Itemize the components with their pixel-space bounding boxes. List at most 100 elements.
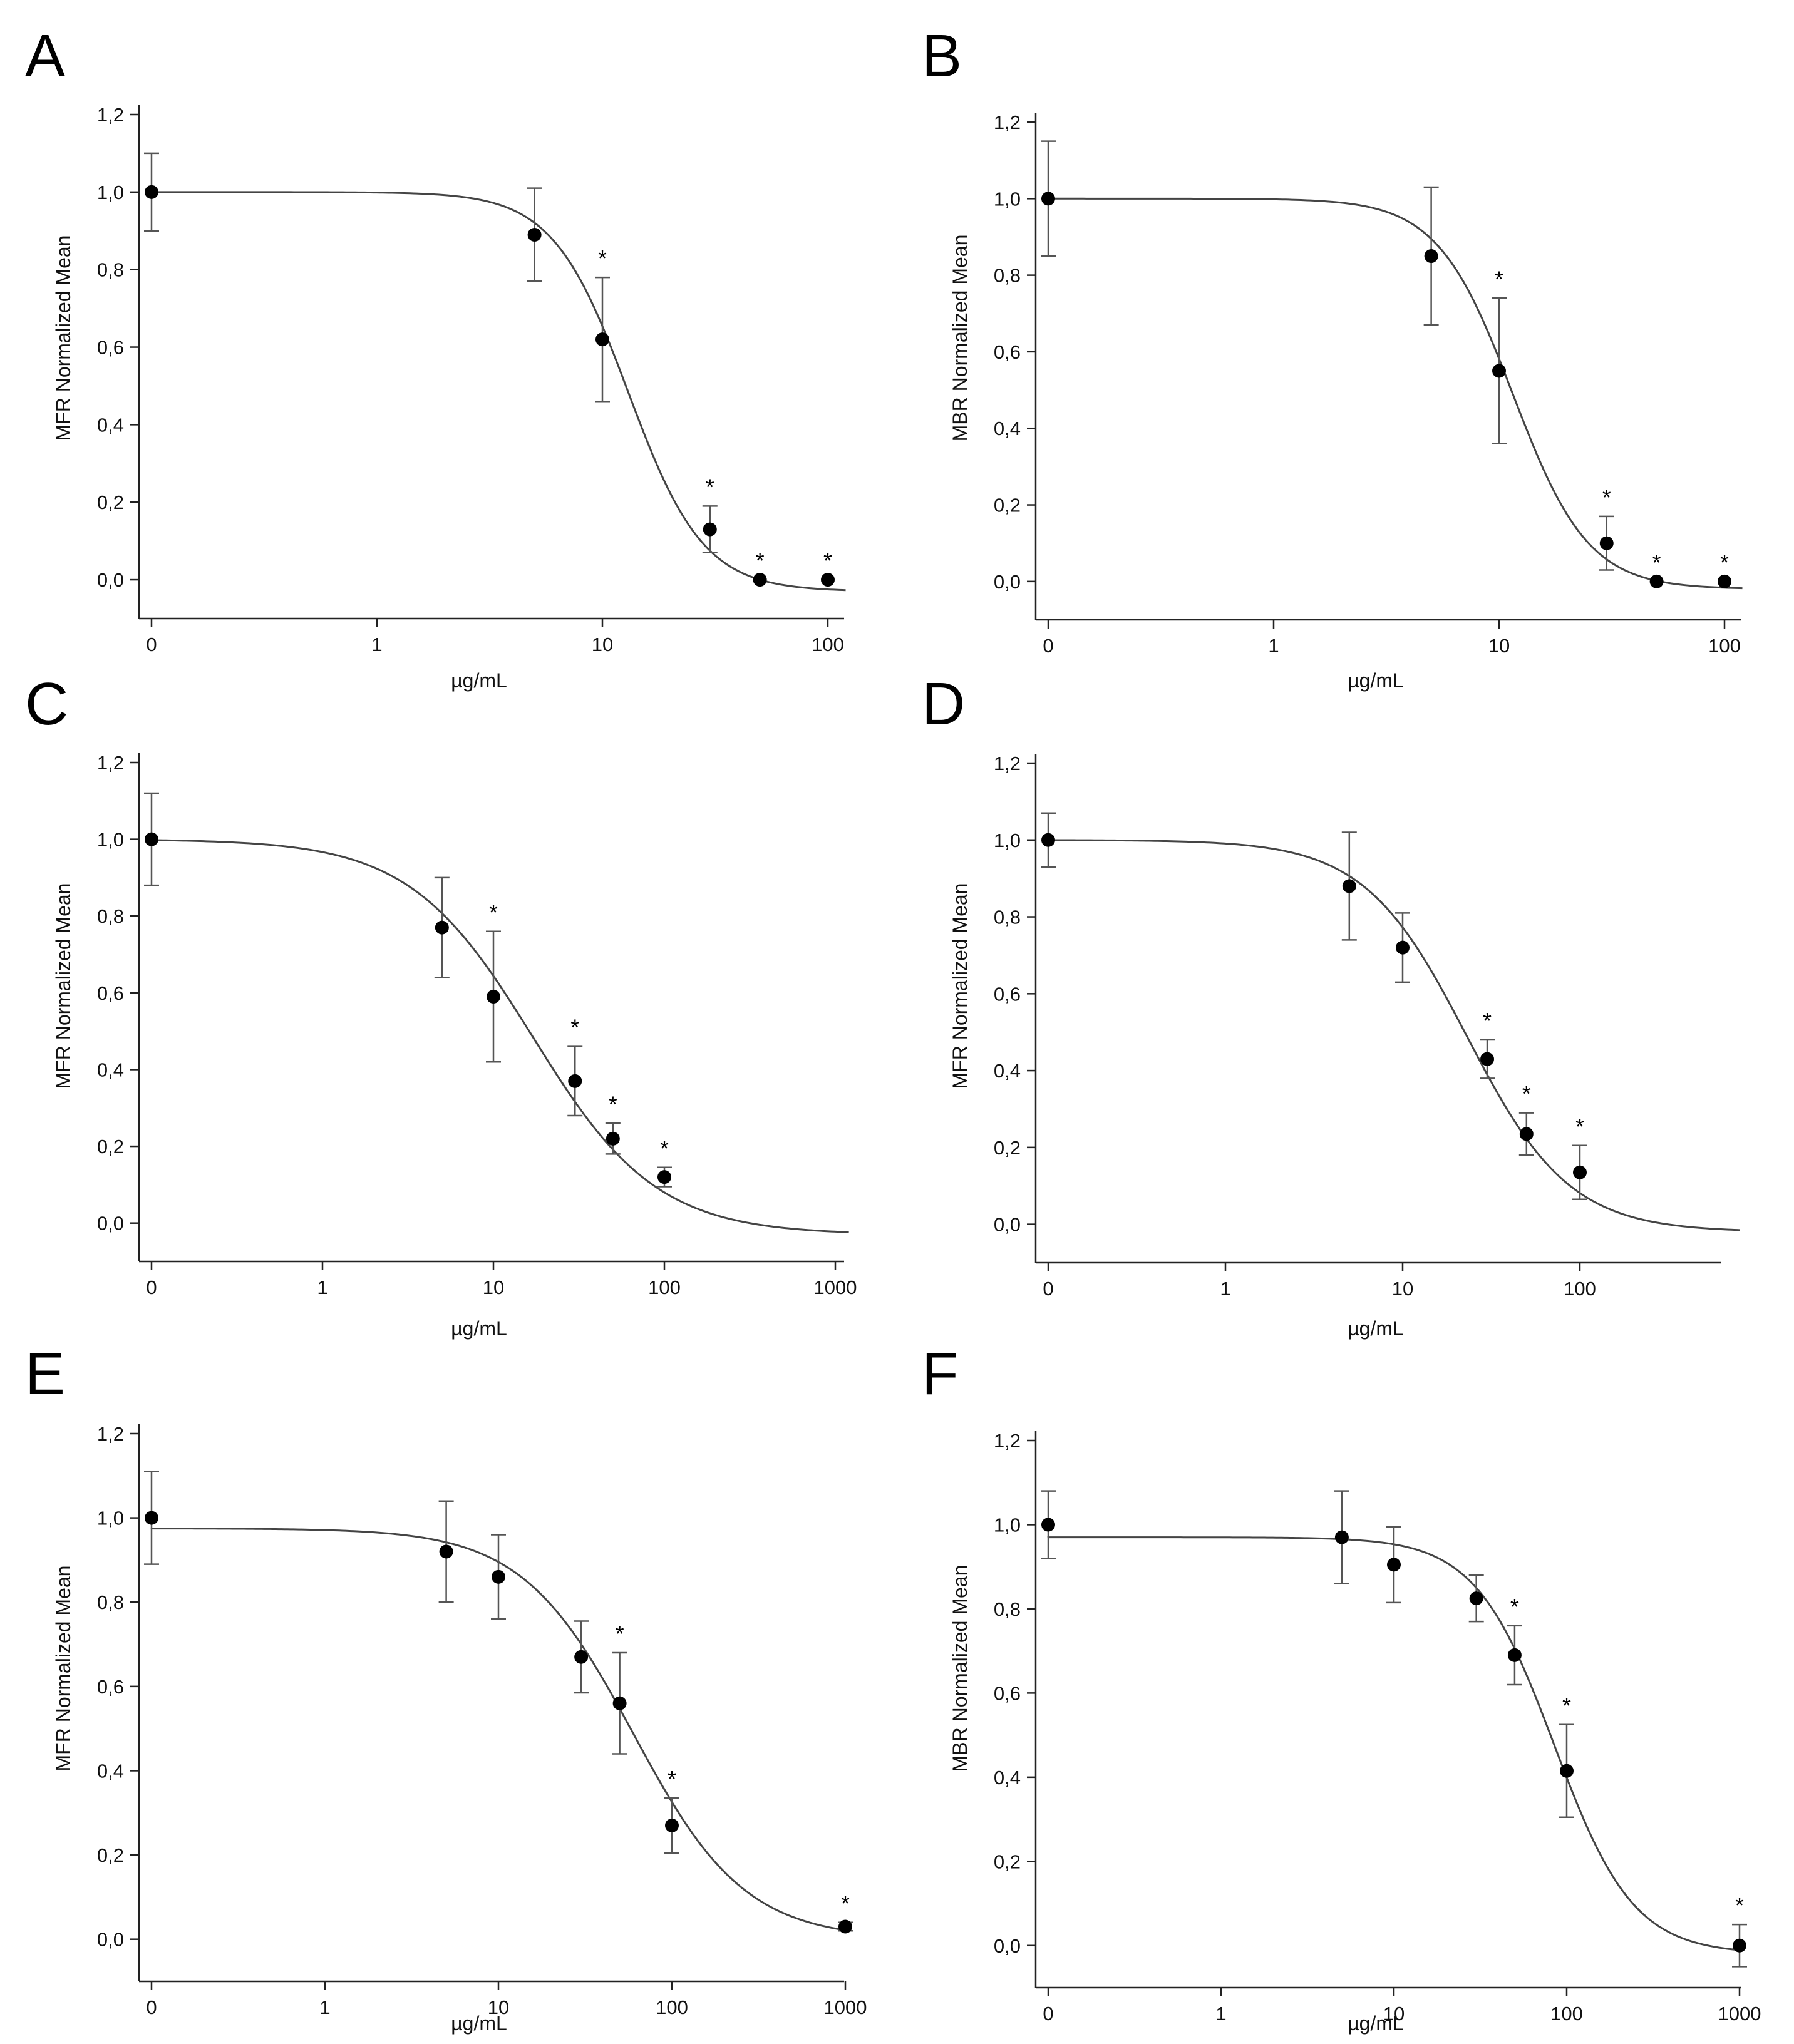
y-tick-label: 0,8 bbox=[97, 259, 124, 281]
y-tick-label: 0,8 bbox=[994, 265, 1021, 287]
data-point bbox=[487, 989, 500, 1004]
y-tick-label: 1,2 bbox=[994, 111, 1021, 133]
data-point bbox=[1560, 1764, 1574, 1778]
fit-curve bbox=[1047, 1536, 1740, 1951]
data-point bbox=[435, 920, 449, 935]
y-tick-label: 0,2 bbox=[994, 1137, 1021, 1159]
y-tick-label: 1,2 bbox=[97, 752, 124, 774]
significance-star: * bbox=[823, 548, 832, 573]
significance-star: * bbox=[1562, 1693, 1571, 1718]
data-point bbox=[492, 1569, 505, 1584]
data-point bbox=[1718, 574, 1731, 588]
plot-area: 0,0 0,2 0,4 0,6 0,8 1,0 1,2 0 1 10 100 * * * * bbox=[994, 111, 1743, 657]
significance-star: * bbox=[706, 474, 714, 500]
fit-curve bbox=[1047, 197, 1743, 590]
y-tick-label: 0,2 bbox=[97, 491, 124, 513]
y-tick-label: 1,2 bbox=[994, 752, 1021, 774]
x-tick-label: 1000 bbox=[814, 1276, 857, 1298]
x-tick-label: 10 bbox=[1383, 2003, 1405, 2025]
data-point bbox=[1041, 192, 1055, 206]
significance-star: * bbox=[668, 1766, 676, 1792]
data-point bbox=[439, 1544, 453, 1559]
data-point bbox=[1041, 833, 1055, 847]
chart-panel-d: D MFR Normalized Mean µg/mL 0,0 0,2 0,4 0,6… bbox=[922, 670, 1740, 1340]
y-tick-label: 0,6 bbox=[97, 1676, 124, 1698]
chart-panel-c: C MFR Normalized Mean µg/mL 0,0 0,2 0,4 0,6… bbox=[25, 670, 857, 1340]
data-point bbox=[1342, 879, 1356, 893]
significance-star: * bbox=[609, 1091, 617, 1117]
chart-panel-e: E MFR Normalized Mean µg/mL 0,0 0,2 0,4 0,6… bbox=[25, 1340, 867, 2035]
y-tick-label: 1,0 bbox=[994, 1514, 1021, 1536]
data-point bbox=[1733, 1938, 1746, 1953]
y-tick-label: 1,0 bbox=[97, 829, 124, 851]
y-tick-label: 1,2 bbox=[994, 1430, 1021, 1452]
significance-star: * bbox=[570, 1015, 579, 1040]
x-tick-label: 100 bbox=[1708, 635, 1741, 657]
x-tick-label: 10 bbox=[1488, 635, 1510, 657]
y-axis-title: MBR Normalized Mean bbox=[949, 235, 971, 442]
significance-star: * bbox=[616, 1621, 624, 1646]
x-tick-label: 0 bbox=[1043, 1278, 1053, 1300]
significance-star: * bbox=[660, 1136, 669, 1161]
x-tick-label: 100 bbox=[1550, 2003, 1583, 2025]
data-point bbox=[703, 522, 717, 537]
plot-area: 0,0 0,2 0,4 0,6 0,8 1,0 1,2 0 1 10 100 1000 * * * * bbox=[97, 752, 857, 1298]
x-axis-title: µg/mL bbox=[451, 1317, 507, 1340]
significance-star: * bbox=[1575, 1114, 1584, 1139]
x-tick-label: 10 bbox=[483, 1276, 504, 1298]
x-tick-label: 100 bbox=[812, 634, 844, 655]
fit-curve bbox=[1047, 839, 1740, 1231]
x-tick-label: 100 bbox=[648, 1276, 681, 1298]
data-point bbox=[574, 1650, 589, 1664]
x-tick-label: 0 bbox=[1043, 2003, 1053, 2025]
significance-star: * bbox=[489, 900, 498, 925]
data-point bbox=[1649, 574, 1664, 588]
y-tick-label: 0,4 bbox=[97, 1760, 124, 1782]
x-tick-label: 0 bbox=[1043, 635, 1053, 657]
y-tick-label: 0,2 bbox=[994, 495, 1021, 516]
y-tick-label: 0,4 bbox=[994, 418, 1021, 439]
y-tick-label: 0,0 bbox=[97, 1213, 124, 1235]
data-point bbox=[145, 1511, 158, 1525]
data-point bbox=[1041, 1518, 1055, 1532]
significance-star: * bbox=[1483, 1008, 1492, 1034]
y-tick-label: 1,0 bbox=[97, 1507, 124, 1529]
plot-area: 0,0 0,2 0,4 0,6 0,8 1,0 1,2 0 1 10 100 1000 * * * bbox=[994, 1430, 1761, 2025]
x-tick-label: 0 bbox=[146, 634, 157, 655]
significance-star: * bbox=[1522, 1081, 1531, 1107]
y-tick-label: 0,0 bbox=[97, 1929, 124, 1951]
data-point bbox=[527, 227, 542, 242]
panel-label: D bbox=[922, 670, 965, 737]
panel-label: C bbox=[25, 670, 68, 737]
x-tick-label: 100 bbox=[656, 1996, 688, 2018]
y-tick-label: 1,0 bbox=[97, 182, 124, 203]
x-axis-title: µg/mL bbox=[451, 2012, 507, 2035]
y-axis-title: MFR Normalized Mean bbox=[52, 883, 75, 1089]
chart-panel-a: A MFR Normalized Mean µg/mL 0,0 0,2 0,4 0,6… bbox=[25, 23, 846, 692]
data-point bbox=[145, 185, 158, 199]
data-point bbox=[838, 1919, 852, 1934]
data-point bbox=[1469, 1591, 1483, 1606]
significance-star: * bbox=[1602, 485, 1611, 510]
panel-label: F bbox=[922, 1340, 959, 1407]
y-axis-title: MFR Normalized Mean bbox=[52, 1566, 75, 1772]
chart-panel-b: B MBR Normalized Mean µg/mL 0,0 0,2 0,4 0,6… bbox=[922, 23, 1743, 692]
significance-star: * bbox=[1510, 1594, 1519, 1620]
data-point bbox=[1492, 364, 1506, 378]
y-tick-label: 0,6 bbox=[97, 337, 124, 359]
x-axis-title: µg/mL bbox=[451, 669, 507, 692]
fit-curve bbox=[150, 1528, 846, 1931]
x-tick-label: 10 bbox=[592, 634, 613, 655]
data-point bbox=[1507, 1648, 1522, 1662]
data-point bbox=[665, 1818, 679, 1832]
y-tick-label: 0,0 bbox=[994, 1935, 1021, 1957]
significance-star: * bbox=[1735, 1892, 1744, 1918]
y-tick-label: 0,2 bbox=[97, 1136, 124, 1158]
data-point bbox=[1599, 536, 1614, 550]
y-tick-label: 0,8 bbox=[994, 906, 1021, 928]
x-tick-label: 1 bbox=[1215, 2003, 1226, 2025]
data-point bbox=[595, 332, 609, 347]
significance-star: * bbox=[841, 1891, 850, 1916]
y-tick-label: 0,2 bbox=[994, 1851, 1021, 1872]
y-tick-label: 1,2 bbox=[97, 1423, 124, 1445]
